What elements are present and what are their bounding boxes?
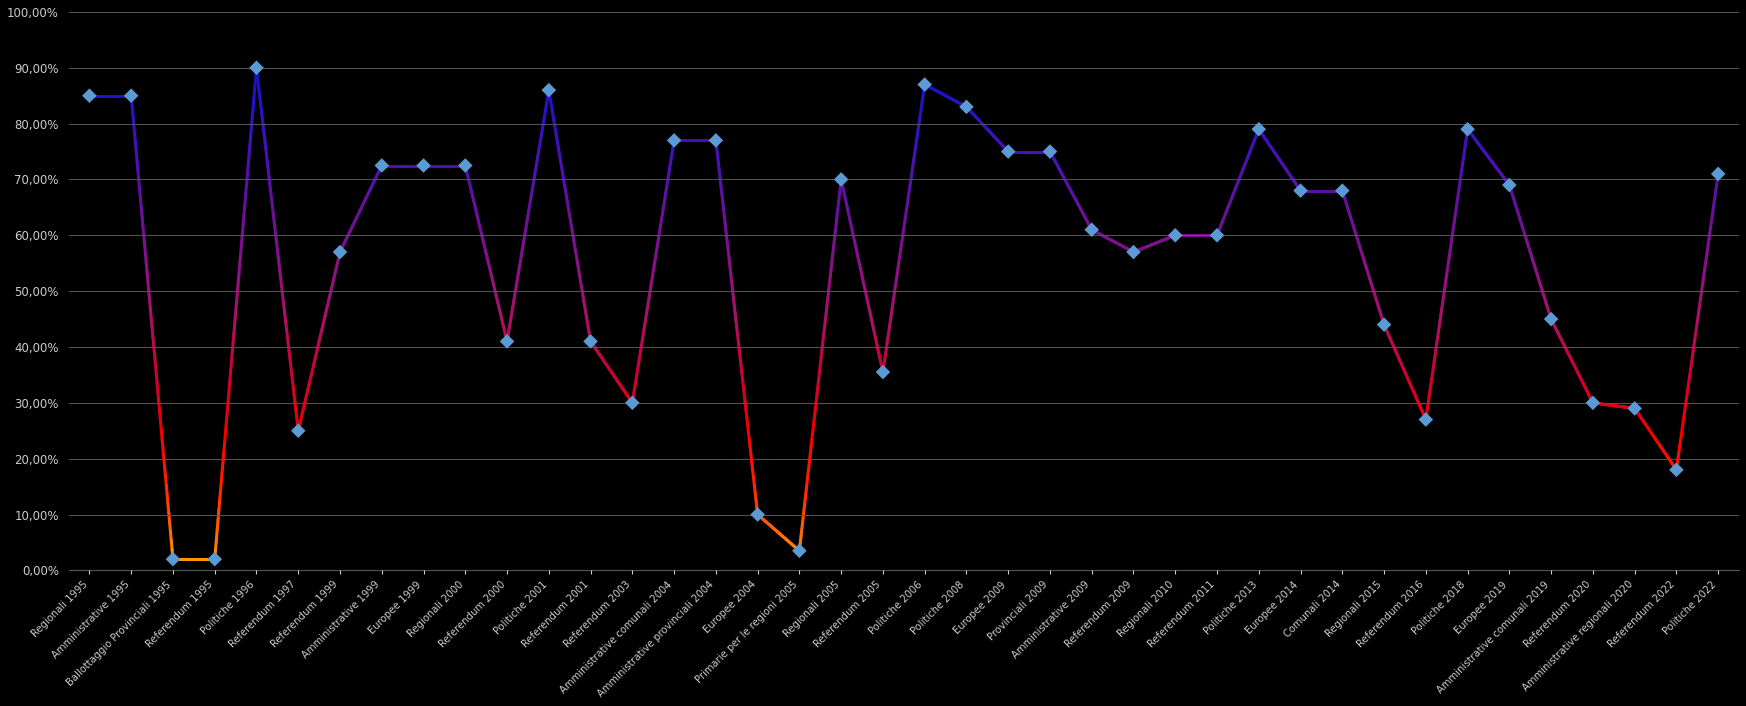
Point — [1620, 402, 1648, 414]
Point — [1287, 185, 1315, 196]
Point — [1329, 185, 1357, 196]
Point — [1371, 319, 1399, 330]
Point — [1454, 124, 1482, 135]
Point — [1161, 229, 1189, 241]
Point — [1662, 464, 1690, 475]
Point — [702, 135, 730, 146]
Point — [285, 425, 313, 436]
Point — [1704, 168, 1732, 179]
Point — [534, 85, 562, 96]
Point — [243, 62, 271, 73]
Point — [1077, 224, 1105, 235]
Point — [786, 545, 814, 556]
Point — [1119, 246, 1147, 258]
Point — [1413, 414, 1440, 425]
Point — [368, 160, 396, 171]
Point — [1245, 124, 1273, 135]
Point — [870, 366, 897, 378]
Point — [618, 397, 646, 409]
Point — [576, 336, 604, 347]
Point — [450, 160, 478, 171]
Point — [953, 101, 981, 112]
Point — [744, 509, 772, 520]
Point — [911, 79, 939, 90]
Point — [993, 146, 1021, 157]
Point — [1495, 179, 1523, 191]
Point — [327, 246, 354, 258]
Point — [1203, 229, 1231, 241]
Point — [410, 160, 438, 171]
Point — [75, 90, 103, 102]
Point — [492, 336, 520, 347]
Point — [1035, 146, 1063, 157]
Point — [828, 174, 856, 185]
Point — [1536, 313, 1564, 325]
Point — [660, 135, 688, 146]
Point — [159, 554, 187, 565]
Point — [117, 90, 145, 102]
Point — [1578, 397, 1606, 409]
Point — [201, 554, 229, 565]
